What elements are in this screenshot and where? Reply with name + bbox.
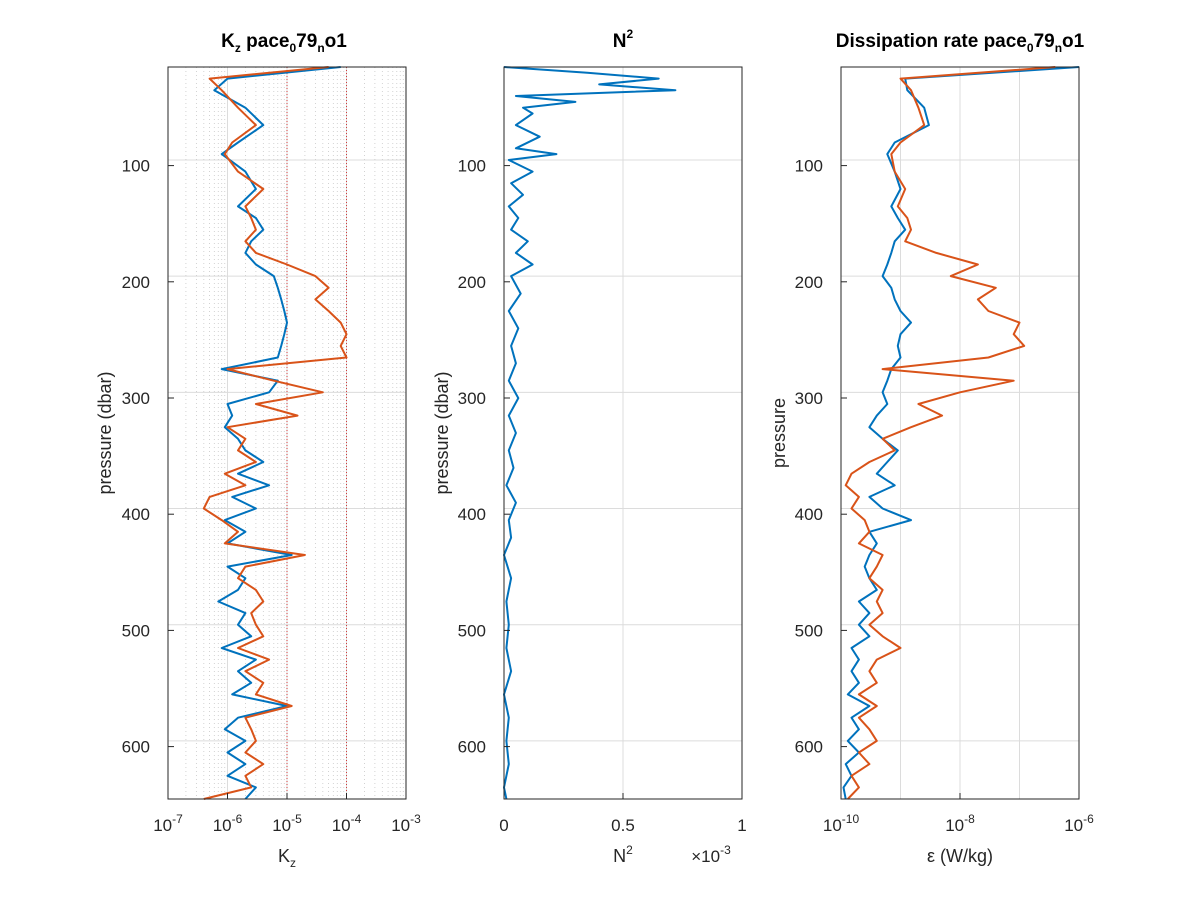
n2-y-tick-label: 600 <box>458 738 486 757</box>
n2-grid <box>504 67 742 799</box>
kz-x-tick-label: 10-6 <box>213 812 243 835</box>
dissipation-x-tick-label: 10-10 <box>823 812 860 835</box>
kz-x-tick-label: 10-7 <box>153 812 183 835</box>
kz-y-tick-label: 300 <box>122 389 150 408</box>
dissipation-y-tick-label: 400 <box>795 505 823 524</box>
kz-y-tick-label: 200 <box>122 273 150 292</box>
n2-chart-title: N2 <box>613 27 634 52</box>
kz-x-tick-labels: 10-7 10-6 10-5 10-4 10-3 <box>153 812 421 835</box>
dissipation-y-axis-label: pressure <box>769 398 789 468</box>
n2-x-axis-label: N2 <box>613 843 633 866</box>
kz-x-tick-label: 10-5 <box>272 812 302 835</box>
n2-x-tick-labels: 0 0.5 1 <box>499 816 746 835</box>
n2-panel: N2 0 0.5 1 ×10-3 100 200 300 400 500 600… <box>432 27 747 866</box>
n2-x-multiplier: ×10-3 <box>691 843 731 866</box>
kz-series-2-line <box>202 66 348 800</box>
kz-x-axis-label: Kz <box>278 846 296 870</box>
kz-y-tick-label: 500 <box>122 621 150 640</box>
n2-y-tick-labels: 100 200 300 400 500 600 <box>458 157 486 757</box>
n2-series-line <box>503 66 677 800</box>
dissipation-x-tick-label: 10-6 <box>1064 812 1094 835</box>
n2-y-axis-label: pressure (dbar) <box>432 371 452 494</box>
kz-y-axis-label: pressure (dbar) <box>95 371 115 494</box>
dissipation-y-tick-label: 200 <box>795 273 823 292</box>
dissipation-y-tick-marks <box>841 165 847 748</box>
dissipation-y-tick-label: 600 <box>795 738 823 757</box>
kz-series-1-line <box>213 66 341 800</box>
n2-x-tick-label: 0.5 <box>611 816 635 835</box>
kz-x-tick-label: 10-3 <box>391 812 421 835</box>
dissipation-x-axis-label: ε (W/kg) <box>927 846 993 866</box>
n2-x-tick-label: 1 <box>737 816 746 835</box>
dissipation-y-tick-label: 500 <box>795 621 823 640</box>
dissipation-series-1-line <box>842 66 1080 800</box>
dissipation-y-tick-label: 100 <box>795 157 823 176</box>
n2-y-tick-label: 300 <box>458 389 486 408</box>
dissipation-grid <box>841 67 1079 799</box>
kz-x-tick-marks <box>167 793 407 799</box>
dissipation-x-tick-label: 10-8 <box>945 812 975 835</box>
n2-x-tick-label: 0 <box>499 816 508 835</box>
n2-y-tick-label: 400 <box>458 505 486 524</box>
dissipation-chart-title: Dissipation rate pace079no1 <box>836 31 1085 55</box>
kz-y-tick-label: 600 <box>122 738 150 757</box>
dissipation-y-tick-label: 300 <box>795 389 823 408</box>
n2-y-tick-label: 500 <box>458 621 486 640</box>
kz-panel: Kz pace079no1 10-7 10-6 10-5 10-4 10-3 1… <box>95 31 421 870</box>
dissipation-x-tick-labels: 10-10 10-8 10-6 <box>823 812 1094 835</box>
kz-y-tick-label: 100 <box>122 157 150 176</box>
n2-y-tick-label: 100 <box>458 157 486 176</box>
kz-y-tick-label: 400 <box>122 505 150 524</box>
kz-chart-title: Kz pace079no1 <box>221 31 347 55</box>
n2-x-tick-marks <box>503 793 743 799</box>
n2-y-tick-marks <box>504 165 510 748</box>
kz-y-tick-marks <box>168 165 174 748</box>
dissipation-series-2-line <box>844 66 1056 800</box>
kz-x-tick-label: 10-4 <box>332 812 362 835</box>
kz-y-tick-labels: 100 200 300 400 500 600 <box>122 157 150 757</box>
n2-y-tick-label: 200 <box>458 273 486 292</box>
dissipation-panel: Dissipation rate pace079no1 10-10 10-8 1… <box>769 31 1094 866</box>
dissipation-y-tick-labels: 100 200 300 400 500 600 <box>795 157 823 757</box>
dissipation-x-tick-marks <box>840 793 1080 799</box>
